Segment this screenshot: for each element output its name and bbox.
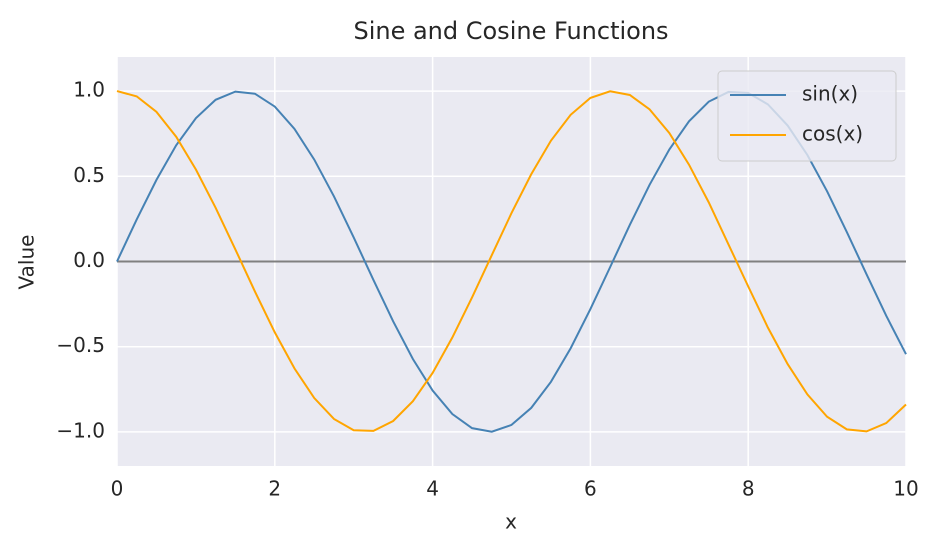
x-tick-label: 4 xyxy=(426,477,439,501)
x-axis-label: x xyxy=(505,510,517,534)
series-line xyxy=(116,90,907,433)
y-axis-label: Value xyxy=(15,235,39,290)
y-tick-label: 0.5 xyxy=(73,163,105,187)
x-tick-label: 8 xyxy=(742,477,755,501)
x-tick-label: 6 xyxy=(584,477,597,501)
y-tick-label: 1.0 xyxy=(73,78,105,102)
y-tick-label: −1.0 xyxy=(56,418,105,442)
y-tick-label: 0.0 xyxy=(73,248,105,272)
legend-label: cos(x) xyxy=(802,122,863,146)
x-tick-label: 0 xyxy=(111,477,124,501)
chart-title: Sine and Cosine Functions xyxy=(353,17,668,45)
x-tick-label: 10 xyxy=(893,477,918,501)
y-tick-label: −0.5 xyxy=(56,333,105,357)
legend-box xyxy=(717,70,897,162)
x-tick-label: 2 xyxy=(268,477,281,501)
legend-label: sin(x) xyxy=(802,82,858,106)
